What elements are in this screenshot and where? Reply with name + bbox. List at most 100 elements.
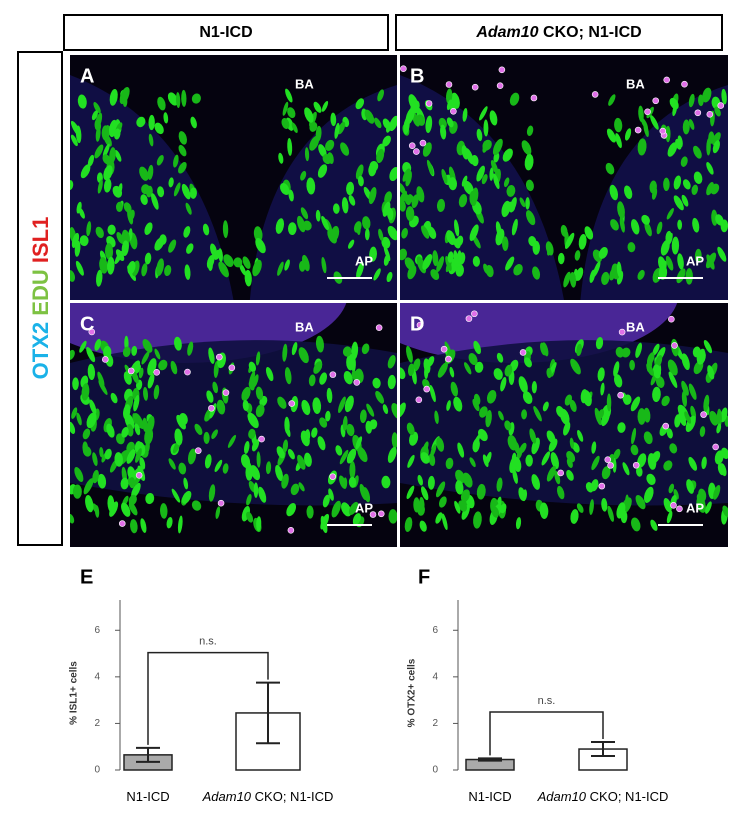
- category: N1-ICD: [126, 789, 169, 804]
- nucleus: [436, 437, 445, 452]
- nucleus: [381, 475, 391, 489]
- nucleus: [613, 361, 620, 377]
- cell: [519, 349, 527, 356]
- region-label: AP: [355, 500, 373, 515]
- nucleus: [486, 389, 497, 404]
- nucleus: [436, 256, 445, 273]
- nucleus: [559, 408, 570, 425]
- cell: [413, 148, 420, 155]
- cell: [671, 342, 678, 349]
- nucleus: [489, 110, 498, 126]
- nucleus: [438, 496, 447, 508]
- nucleus: [131, 345, 138, 356]
- nucleus: [114, 150, 122, 162]
- nucleus: [304, 147, 310, 162]
- cell: [498, 66, 506, 74]
- nucleus: [614, 117, 623, 133]
- nucleus: [131, 482, 141, 499]
- cell: [496, 82, 504, 89]
- nucleus: [647, 453, 657, 470]
- nucleus: [173, 336, 182, 351]
- nucleus: [304, 452, 312, 467]
- nucleus: [168, 458, 176, 470]
- column-header: Adam10 CKO; N1-ICD: [475, 24, 641, 41]
- cell: [208, 404, 215, 412]
- nucleus: [342, 415, 348, 431]
- nucleus: [291, 342, 298, 356]
- nucleus: [669, 97, 679, 110]
- cell: [634, 126, 642, 134]
- nucleus: [256, 516, 262, 532]
- nucleus: [652, 343, 660, 356]
- nucleus: [401, 227, 408, 239]
- x-tick-label: Adam10 CKO; N1-ICD: [202, 789, 334, 804]
- nucleus: [565, 232, 575, 249]
- nucleus: [278, 152, 284, 164]
- region-label: AP: [355, 253, 373, 268]
- cell: [644, 108, 651, 116]
- significance-bracket: [489, 711, 604, 756]
- nucleus: [703, 339, 713, 354]
- nucleus: [421, 225, 430, 239]
- cell: [598, 482, 606, 490]
- nucleus: [252, 259, 262, 277]
- nucleus: [677, 219, 683, 230]
- nucleus: [461, 504, 470, 520]
- nucleus: [127, 466, 137, 482]
- nucleus: [81, 383, 90, 401]
- nucleus: [706, 254, 715, 270]
- nucleus: [309, 121, 318, 132]
- nucleus: [479, 106, 488, 121]
- region-label: BA: [626, 319, 645, 334]
- nucleus: [606, 128, 617, 143]
- nucleus: [716, 423, 722, 434]
- nucleus: [434, 410, 439, 424]
- nucleus: [400, 182, 406, 194]
- nucleus: [107, 256, 115, 275]
- nucleus: [184, 264, 191, 280]
- nucleus: [450, 381, 459, 397]
- error-bar: [256, 681, 280, 745]
- nucleus: [445, 256, 452, 272]
- nucleus: [154, 348, 161, 360]
- nucleus: [216, 399, 226, 415]
- cell: [676, 505, 683, 513]
- nucleus: [636, 466, 643, 477]
- nucleus: [366, 403, 375, 417]
- nucleus: [387, 355, 396, 369]
- nucleus: [631, 517, 641, 532]
- nucleus: [128, 502, 138, 516]
- nucleus: [167, 92, 179, 106]
- nucleus: [574, 250, 581, 261]
- nucleus: [613, 448, 621, 460]
- nucleus: [121, 427, 129, 438]
- nucleus: [646, 473, 656, 485]
- nucleus: [426, 159, 434, 175]
- nucleus: [666, 428, 673, 439]
- nucleus: [383, 245, 391, 262]
- nucleus: [440, 124, 447, 140]
- y-tick-label: 4: [432, 671, 438, 682]
- nucleus: [473, 340, 481, 355]
- nucleus: [240, 454, 251, 468]
- nucleus: [82, 441, 88, 454]
- cell: [287, 527, 295, 534]
- nucleus: [349, 461, 356, 479]
- nucleus: [650, 519, 658, 531]
- nucleus: [681, 380, 689, 396]
- nucleus: [693, 171, 703, 184]
- nucleus: [247, 412, 259, 429]
- nucleus: [688, 119, 695, 130]
- nucleus: [408, 94, 419, 112]
- nucleus: [428, 453, 436, 467]
- nucleus: [157, 186, 165, 198]
- nucleus: [716, 408, 722, 427]
- nucleus: [339, 449, 349, 465]
- nucleus: [313, 101, 322, 113]
- nucleus: [482, 454, 489, 468]
- nucleus: [601, 498, 608, 512]
- nucleus: [287, 138, 293, 156]
- nucleus: [445, 457, 454, 470]
- nucleus: [435, 481, 446, 498]
- nucleus: [605, 162, 615, 175]
